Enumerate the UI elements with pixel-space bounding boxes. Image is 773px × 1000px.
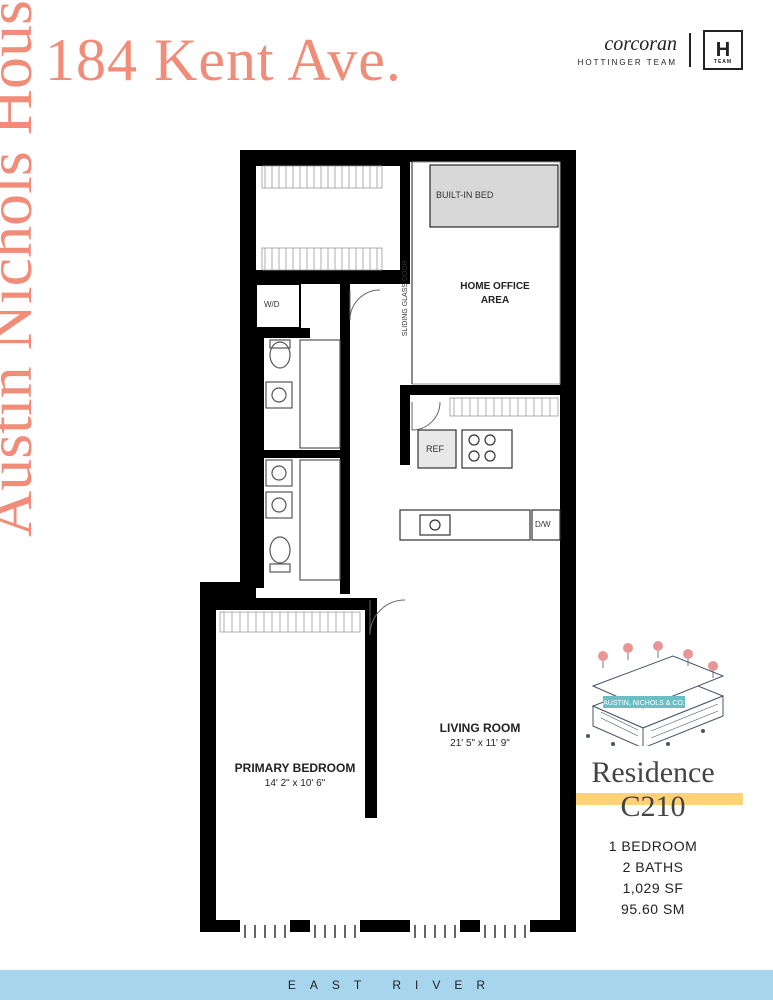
- living-room-label: LIVING ROOM 21' 5" x 11' 9": [415, 720, 545, 751]
- river-band: EAST RIVER: [0, 970, 773, 1000]
- sliding-door-label: SLIDING GLASS DOOR: [402, 260, 409, 336]
- corcoran-logo: corcoran HOTTINGER TEAM: [578, 33, 691, 67]
- info-panel: AUSTIN, NICHOLS & CO. Residence C210 1 B…: [563, 636, 743, 920]
- address-title: 184 Kent Ave.: [45, 30, 402, 90]
- logo-group: corcoran HOTTINGER TEAM H TEAM: [578, 30, 743, 70]
- primary-bedroom-label: PRIMARY BEDROOM 14' 2" x 10' 6": [225, 760, 365, 791]
- corcoran-team: HOTTINGER TEAM: [578, 58, 677, 67]
- wd-label: W/D: [264, 300, 280, 309]
- header: 184 Kent Ave. corcoran HOTTINGER TEAM H …: [45, 30, 743, 90]
- building-name: Austin Nichols House: [0, 0, 47, 537]
- ref-label: REF: [426, 444, 444, 454]
- built-in-bed-label: BUILT-IN BED: [436, 190, 493, 200]
- dw-label: D/W: [535, 520, 551, 529]
- corcoran-brand: corcoran: [578, 33, 677, 56]
- floorplan: BUILT-IN BED HOME OFFICE AREA SLIDING GL…: [200, 140, 590, 940]
- h-team-logo: H TEAM: [703, 30, 743, 70]
- spec-bedrooms: 1 BEDROOM: [563, 836, 743, 857]
- spec-sf: 1,029 SF: [563, 878, 743, 899]
- illus-banner-text: AUSTIN, NICHOLS & CO.: [603, 700, 685, 707]
- home-office-label: HOME OFFICE AREA: [440, 280, 550, 308]
- spec-sm: 95.60 SM: [563, 899, 743, 920]
- h-logo-sub: TEAM: [714, 59, 732, 65]
- spec-baths: 2 BATHS: [563, 857, 743, 878]
- specs-list: 1 BEDROOM 2 BATHS 1,029 SF 95.60 SM: [563, 836, 743, 920]
- residence-label: Residence C210: [563, 756, 743, 824]
- floorplan-svg: [200, 140, 590, 940]
- building-illustration: AUSTIN, NICHOLS & CO.: [573, 636, 733, 746]
